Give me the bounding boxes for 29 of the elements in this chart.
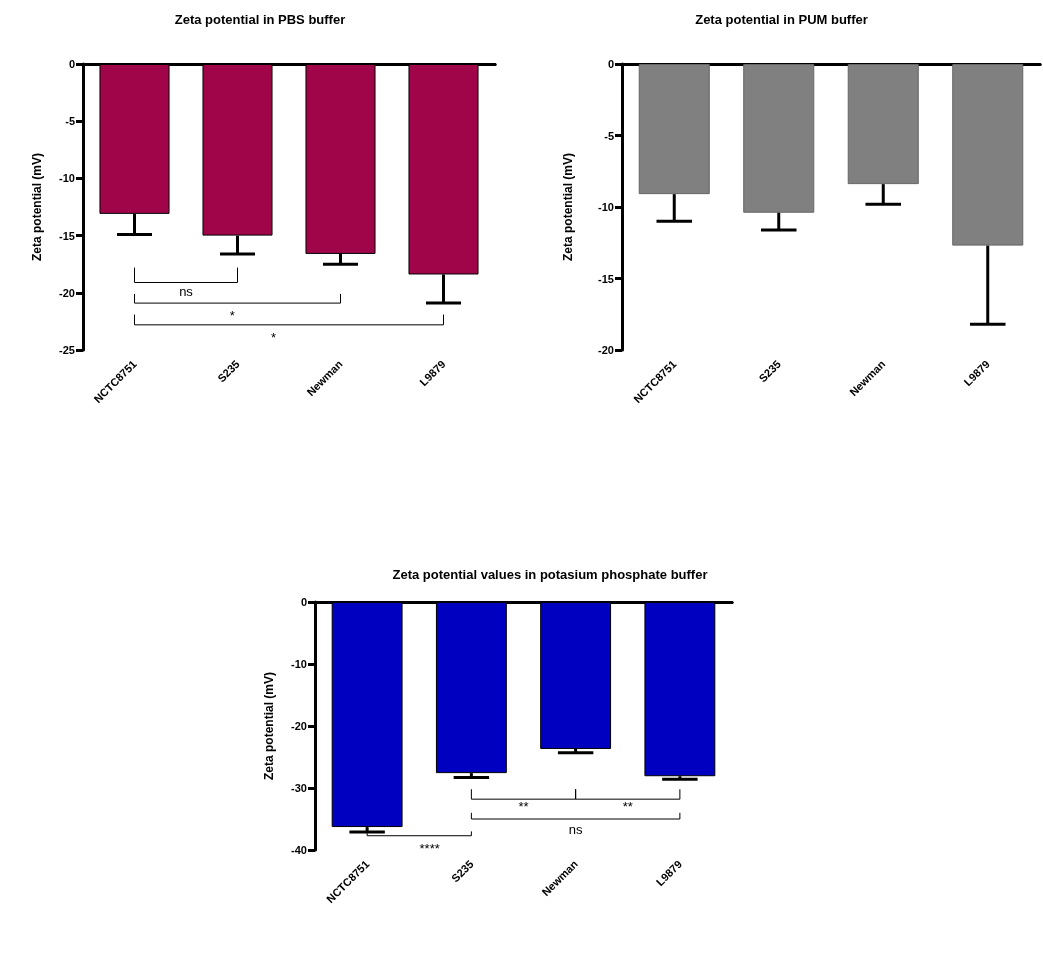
annotation: **** — [419, 840, 440, 856]
y-tick-label: -15 — [59, 229, 75, 242]
y-tick-label: -30 — [291, 782, 307, 794]
y-tick-label: -25 — [59, 344, 75, 356]
annotation: ns — [568, 821, 583, 837]
annotation: ns — [179, 284, 194, 300]
y-tick-label: -5 — [604, 129, 614, 142]
y-tick-label: -10 — [59, 172, 75, 185]
y-tick-label: -15 — [598, 272, 614, 285]
annotation: ** — [518, 799, 529, 815]
chart-title: Zeta potential in PBS buffer — [174, 12, 346, 27]
y-tick-label: -20 — [291, 720, 307, 732]
annotation: ** — [622, 799, 633, 815]
y-tick-label: 0 — [607, 58, 614, 70]
y-tick-label: -20 — [59, 286, 75, 299]
y-tick-label: -10 — [291, 658, 307, 670]
y-tick-label: -10 — [598, 201, 614, 213]
y-tick-label: -5 — [65, 115, 75, 128]
y-tick-label: -20 — [598, 344, 614, 356]
y-tick-label: -40 — [291, 844, 307, 856]
y-tick-label: 0 — [300, 596, 307, 608]
y-axis-title: Zeta potential (mV) — [262, 671, 276, 781]
annotation: * — [271, 330, 277, 345]
y-tick-label: 0 — [68, 58, 75, 70]
annotation: * — [229, 308, 235, 324]
y-axis-title: Zeta potential (mV) — [561, 152, 575, 262]
chart-title: Zeta potential in PUM buffer — [695, 12, 868, 27]
chart-title: Zeta potential values in potasium phosphate buffer — [392, 567, 708, 582]
y-axis-title: Zeta potential (mV) — [30, 152, 44, 262]
